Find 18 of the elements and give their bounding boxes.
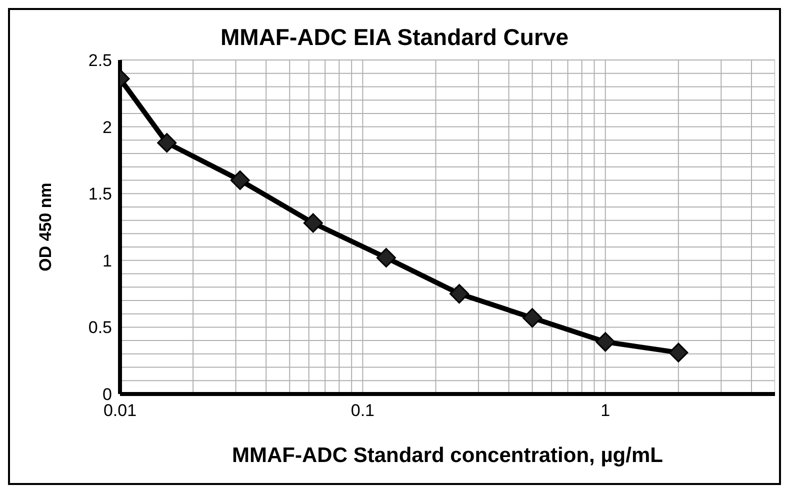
- x-axis-title: MMAF-ADC Standard concentration, µg/mL: [232, 444, 664, 467]
- x-tick-label: 1: [600, 401, 610, 420]
- point: [230, 170, 250, 190]
- y-tick-label: 2.5: [88, 51, 112, 70]
- point: [596, 332, 616, 352]
- x-tick-label: 0.1: [350, 401, 375, 420]
- point: [376, 248, 396, 268]
- y-tick-label: 1: [102, 251, 112, 270]
- point: [303, 213, 323, 233]
- point: [522, 308, 542, 328]
- point: [157, 133, 177, 153]
- y-tick-label: 0.5: [88, 318, 112, 338]
- chart-title: MMAF-ADC EIA Standard Curve: [220, 24, 570, 52]
- y-tick-label: 1.5: [88, 184, 112, 204]
- point: [450, 284, 470, 304]
- y-axis-title: OD 450 nm: [36, 182, 56, 272]
- point: [668, 342, 688, 362]
- y-tick-label: 2: [102, 118, 112, 137]
